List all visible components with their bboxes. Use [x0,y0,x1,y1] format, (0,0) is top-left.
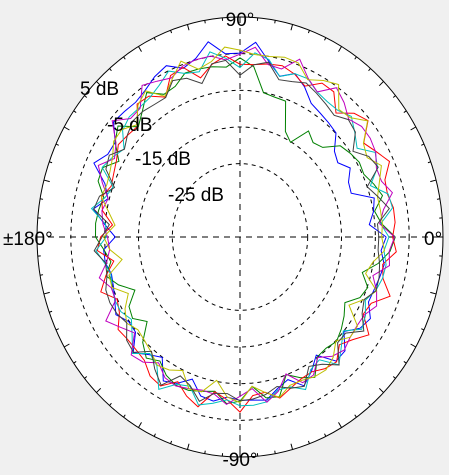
angle-label: -90° [222,450,257,471]
angle-tick-mark [39,274,44,276]
angle-tick-mark [96,81,102,87]
angle-tick-mark [49,310,53,313]
angle-tick-mark [43,291,50,295]
angle-tick-mark [436,274,441,276]
angle-label: 90° [226,10,255,31]
angle-tick-mark [378,387,384,393]
angle-tick-mark [84,376,88,379]
angle-tick-mark [392,376,396,379]
angle-tick-mark [123,56,126,60]
angle-tick-mark [84,95,88,98]
angle-tick-mark [421,143,425,146]
angle-tick-mark [55,143,59,146]
angle-tick-mark [170,30,173,34]
angle-tick-mark [123,414,126,418]
angle-tick-mark [39,198,44,200]
angle-tick-mark [274,450,276,454]
angle-tick-mark [421,328,425,331]
angle-tick-mark [354,56,357,60]
angle-tick-mark [153,433,156,437]
angle-tick-mark [274,20,276,24]
angle-tick-mark [109,68,112,72]
ring-label: -15 dB [135,149,191,170]
angle-tick-mark [324,37,327,41]
angle-tick-mark [290,24,294,31]
ring-label: -25 dB [168,185,224,206]
angle-tick-mark [73,110,77,113]
angle-tick-mark [368,68,371,72]
angle-tick-mark [204,20,206,24]
angle-tick-mark [73,361,77,364]
angle-tick-mark [410,126,417,131]
series-group [90,41,397,413]
angle-tick-mark [403,361,407,364]
angle-tick-mark [63,343,70,348]
series-line-2 [94,57,396,405]
angle-tick-mark [186,443,190,450]
angle-tick-mark [49,161,53,164]
series-line-6 [100,46,386,404]
angle-tick-mark [338,46,342,52]
angle-tick-mark [368,402,371,406]
angle-tick-mark [55,328,59,331]
labels: 90° 0° -90° ±180° 5 dB -5 dB -15 dB -25 dB [3,10,442,471]
angle-tick-mark [307,30,310,34]
angle-tick-mark [138,422,142,428]
angle-tick-mark [378,81,384,87]
angle-tick-mark [354,414,357,418]
series-line-3 [96,55,397,413]
angle-tick-mark [290,443,294,450]
angle-tick-mark [43,179,50,183]
angle-tick-mark [436,198,441,200]
angle-tick-mark [307,440,310,444]
series-line-5 [97,46,396,406]
angle-tick-mark [430,291,437,295]
angle-tick-mark [392,95,396,98]
angle-tick-mark [170,440,173,444]
ring-label: -5 dB [107,115,152,136]
angle-tick-mark [403,110,407,113]
angle-tick-mark [324,433,327,437]
angle-tick-mark [63,126,70,131]
angle-tick-mark [427,161,431,164]
angle-tick-mark [427,310,431,313]
series-line-1 [92,41,387,402]
angle-tick-mark [410,343,417,348]
angle-tick-mark [138,46,142,52]
angle-tick-mark [186,24,190,31]
ring-label: 5 dB [80,79,119,100]
angle-label: ±180° [3,229,53,250]
angle-tick-mark [338,422,342,428]
angle-label: 0° [424,229,442,250]
angle-tick-mark [109,402,112,406]
series-line-7 [93,59,390,402]
angle-tick-mark [430,179,437,183]
angle-tick-mark [96,387,102,393]
angle-tick-mark [204,450,206,454]
angle-tick-mark [153,37,156,41]
